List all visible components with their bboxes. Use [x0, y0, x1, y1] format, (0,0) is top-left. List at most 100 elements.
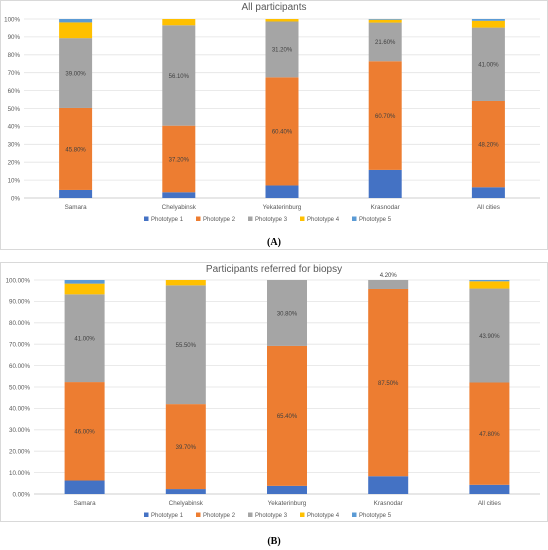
bar-segment — [368, 476, 409, 494]
data-label: 39.70% — [176, 445, 197, 451]
bar-segment — [368, 61, 402, 170]
legend-swatch — [196, 512, 201, 517]
panel-label: (B) — [267, 536, 281, 547]
legend-label: Phototype 5 — [359, 513, 392, 519]
legend-label: Phototype 1 — [151, 513, 184, 519]
legend-swatch — [196, 216, 201, 221]
bar-segment — [469, 288, 510, 383]
legend-label: Phototype 3 — [255, 513, 288, 519]
bar-segment — [64, 283, 105, 295]
data-label: 41.00% — [74, 337, 95, 343]
x-tick-label: Yekaterinburg — [268, 500, 307, 507]
y-tick-label: 70.00% — [9, 342, 30, 349]
bar-segment — [59, 19, 93, 23]
data-label: 60.70% — [375, 114, 396, 120]
legend-swatch — [248, 512, 253, 517]
y-tick-label: 60% — [8, 88, 21, 95]
data-label: 41.00% — [478, 63, 499, 69]
legend-label: Phototype 3 — [255, 217, 288, 223]
data-label: 46.00% — [74, 430, 95, 436]
y-tick-label: 80.00% — [9, 320, 30, 327]
y-tick-label: 70% — [8, 70, 21, 77]
y-tick-label: 80% — [8, 52, 21, 59]
y-tick-label: 0% — [11, 195, 20, 202]
y-tick-label: 40% — [8, 124, 21, 131]
legend-swatch — [248, 216, 253, 221]
x-tick-label: Krasnodar — [374, 500, 403, 507]
legend-label: Phototype 2 — [203, 513, 236, 519]
bar-segment — [471, 20, 505, 28]
data-label: 43.90% — [479, 334, 500, 340]
chart-panel-a: All participants 0% 10% 20% 30% 40% 50% 60% 70%… — [0, 0, 548, 250]
y-tick-label: 100% — [4, 16, 20, 23]
stacked-bar-chart: 0% 10% 20% 30% 40% 50% 60% 70% 80% 90% 100% 45.80% 3… — [4, 16, 540, 223]
bar-segment — [469, 484, 510, 494]
y-tick-label: 90% — [8, 34, 21, 41]
bar-segment — [471, 187, 505, 198]
data-label: 56.10% — [169, 74, 190, 80]
x-tick-label: Chelyabinsk — [169, 500, 204, 507]
bar-segment — [165, 489, 206, 494]
data-label: 60.40% — [272, 130, 293, 136]
y-tick-label: 30.00% — [9, 427, 30, 434]
legend-label: Phototype 5 — [359, 217, 392, 223]
data-label: 37.20% — [169, 157, 190, 163]
bar-segment — [59, 22, 93, 39]
legend-label: Phototype 4 — [307, 217, 340, 223]
data-label: 87.50% — [378, 381, 399, 387]
bar-segment — [471, 100, 505, 188]
bar-segment — [162, 19, 196, 26]
y-tick-label: 40.00% — [9, 406, 30, 413]
bar-segment — [64, 382, 105, 481]
bar-segment — [469, 382, 510, 485]
bar-segment — [162, 25, 196, 126]
bar-segment — [165, 404, 206, 490]
legend-label: Phototype 2 — [203, 217, 236, 223]
bar-segment — [368, 22, 402, 62]
legend-swatch — [300, 512, 305, 517]
legend-label: Phototype 1 — [151, 217, 184, 223]
legend-swatch — [144, 512, 149, 517]
legend-swatch — [144, 216, 149, 221]
bar-segment — [368, 19, 402, 20]
bar-segment — [265, 77, 299, 186]
bar-segment — [267, 485, 307, 494]
data-label: 45.80% — [65, 147, 86, 153]
x-tick-label: Krasnodar — [371, 204, 400, 211]
data-label: 55.50% — [176, 343, 197, 349]
data-label: 47.80% — [479, 432, 500, 438]
bar-segment — [267, 345, 307, 486]
legend-label: Phototype 4 — [307, 513, 340, 519]
x-tick-label: Yekaterinburg — [263, 204, 302, 211]
y-tick-label: 10% — [8, 177, 21, 184]
bar-segment — [59, 189, 93, 198]
legend-swatch — [352, 512, 357, 517]
bar-segment — [267, 280, 307, 346]
bar-segment — [59, 107, 93, 190]
x-tick-label: Samara — [65, 204, 88, 211]
data-label: 21.60% — [375, 40, 396, 46]
bar-segment — [165, 280, 206, 286]
x-tick-label: All cities — [477, 204, 500, 211]
bar-segment — [469, 281, 510, 289]
bar-segment — [162, 125, 196, 193]
data-label: 39.00% — [65, 71, 86, 77]
legend-swatch — [300, 216, 305, 221]
y-tick-label: 0.00% — [12, 491, 30, 498]
bar-segment — [368, 280, 409, 289]
bar-segment — [265, 185, 299, 198]
bar-segment — [368, 288, 409, 477]
bar-segment — [64, 280, 105, 284]
y-tick-label: 90.00% — [9, 299, 30, 306]
y-tick-label: 50.00% — [9, 384, 30, 391]
data-label: 30.80% — [277, 311, 298, 317]
chart-title: Participants referred for biopsy — [205, 264, 343, 275]
y-tick-label: 60.00% — [9, 363, 30, 370]
data-label: 31.20% — [272, 48, 293, 54]
x-tick-label: Chelyabinsk — [162, 204, 197, 211]
x-tick-label: Samara — [74, 500, 97, 507]
bar-segment — [471, 19, 505, 21]
data-label: 65.40% — [277, 414, 298, 420]
bar-segment — [471, 27, 505, 101]
bar-segment — [265, 21, 299, 78]
